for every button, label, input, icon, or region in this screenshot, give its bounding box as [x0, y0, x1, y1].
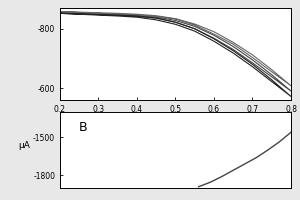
- Text: B: B: [79, 121, 87, 134]
- Y-axis label: μA: μA: [19, 141, 31, 150]
- X-axis label: E / V  (vs. Ag/AgCl): E / V (vs. Ag/AgCl): [136, 128, 215, 137]
